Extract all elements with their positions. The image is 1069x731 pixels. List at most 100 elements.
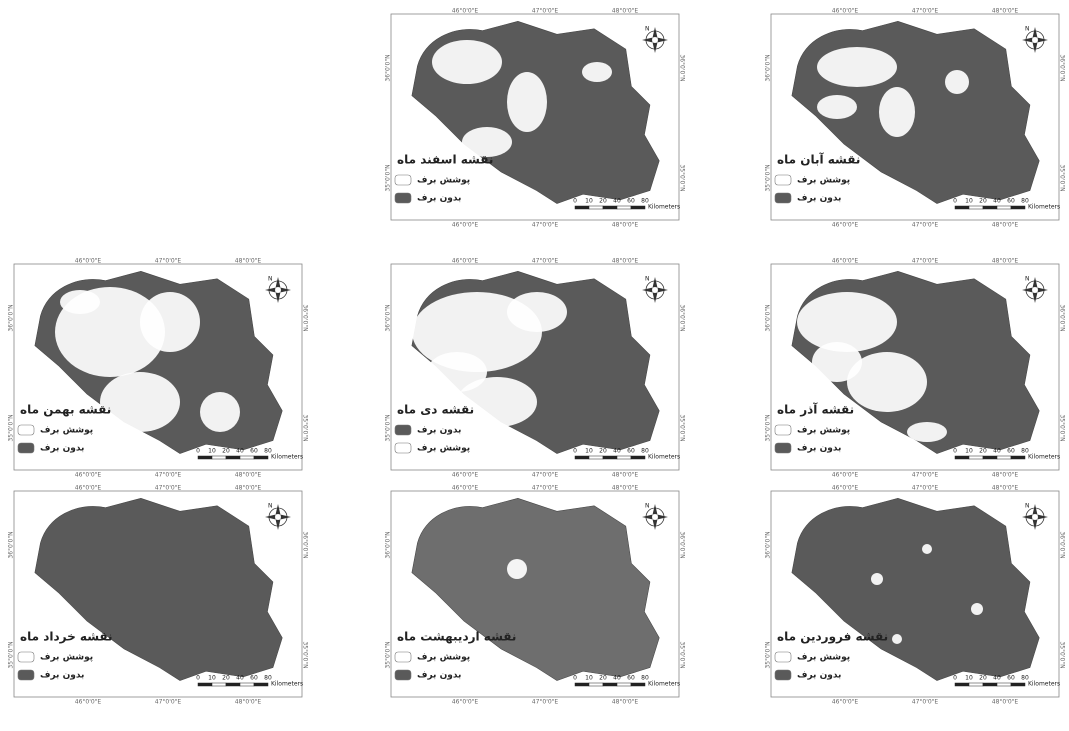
y-coord-label: 35°0'0"N — [385, 414, 392, 441]
x-coord-label: 46°0'0"E — [452, 222, 479, 229]
scale-tick-label: 60 — [1007, 198, 1015, 205]
scale-tick-label: 20 — [222, 448, 230, 455]
scale-tick-label: 80 — [641, 448, 649, 455]
x-coord-label: 48°0'0"E — [612, 258, 639, 265]
north-label: N — [268, 276, 273, 283]
map-title: نقشه بهمن ماه — [20, 403, 111, 417]
scale-tick-label: 80 — [264, 675, 272, 682]
north-star — [1022, 27, 1048, 53]
north-arrow: N — [265, 276, 291, 303]
y-coord-label: 35°0'0"N — [679, 414, 686, 441]
scale-segment — [588, 455, 604, 460]
y-coord-label: 36°0'0"N — [765, 54, 772, 81]
x-coord-label: 47°0'0"E — [912, 258, 939, 265]
map-title: نقشه اسفند ماه — [397, 153, 493, 167]
y-coord-label: 35°0'0"N — [302, 414, 309, 441]
scale-tick-label: 0 — [573, 448, 577, 455]
north-label: N — [1025, 276, 1030, 283]
x-coord-label: 46°0'0"E — [75, 258, 102, 265]
scale-segment — [588, 205, 604, 210]
scale-segment — [616, 205, 632, 210]
x-coord-label: 46°0'0"E — [75, 699, 102, 706]
legend-swatch — [17, 424, 35, 436]
scale-tick-label: 10 — [585, 675, 593, 682]
map-title: نقشه آذر ماه — [777, 402, 854, 417]
legend-swatch — [17, 651, 35, 663]
scale-tick-label: 10 — [965, 448, 973, 455]
north-arrow: N — [642, 503, 668, 530]
y-coord-label: 36°0'0"N — [679, 54, 686, 81]
snow-patch — [907, 422, 947, 442]
y-coord-label: 35°0'0"N — [1059, 641, 1066, 668]
north-star — [642, 27, 668, 53]
scale-segment — [574, 205, 590, 210]
scale-tick-label: 0 — [196, 448, 200, 455]
scale-tick-label: 20 — [222, 675, 230, 682]
province-shape — [34, 498, 283, 681]
legend-swatch — [774, 424, 792, 436]
scale-tick-label: 20 — [979, 448, 987, 455]
snow-patch — [507, 559, 527, 579]
scale-tick-label: 20 — [599, 675, 607, 682]
x-coord-label: 47°0'0"E — [532, 222, 559, 229]
map-title: نقشه دی ماه — [397, 403, 474, 417]
scale-segment — [574, 455, 590, 460]
scale-tick-label: 60 — [250, 675, 258, 682]
x-coord-label: 48°0'0"E — [992, 222, 1019, 229]
scale-tick-label: 40 — [613, 675, 621, 682]
x-coord-label: 47°0'0"E — [532, 8, 559, 15]
scale-unit: Kilometers — [648, 681, 680, 688]
y-coord-label: 36°0'0"N — [765, 531, 772, 558]
scale-tick-label: 60 — [1007, 448, 1015, 455]
y-coord-label: 35°0'0"N — [1059, 164, 1066, 191]
scale-tick-label: 40 — [993, 448, 1001, 455]
legend-label: پوشش برف — [797, 176, 850, 186]
snow-patch — [200, 392, 240, 432]
map-panel: 46°0'0"E 46°0'0"E 47°0'0"E 47°0'0"E 48°0'0"E… — [8, 258, 309, 479]
scale-segment — [197, 455, 213, 460]
scale-segment — [239, 682, 255, 687]
x-coord-label: 46°0'0"E — [452, 699, 479, 706]
y-coord-label: 35°0'0"N — [8, 414, 15, 441]
north-label: N — [645, 26, 650, 33]
map-title: نقشه فروردین ماه — [777, 630, 888, 645]
x-coord-label: 48°0'0"E — [992, 485, 1019, 492]
scale-tick-label: 60 — [250, 448, 258, 455]
scale-tick-label: 0 — [196, 675, 200, 682]
x-coord-label: 46°0'0"E — [832, 222, 859, 229]
x-coord-label: 48°0'0"E — [235, 258, 262, 265]
y-coord-label: 35°0'0"N — [765, 641, 772, 668]
y-coord-label: 35°0'0"N — [679, 641, 686, 668]
legend-label: پوشش برف — [797, 653, 850, 663]
y-coord-label: 36°0'0"N — [385, 531, 392, 558]
scale-tick-label: 40 — [993, 675, 1001, 682]
snow-patch — [817, 95, 857, 119]
scale-tick-label: 0 — [573, 675, 577, 682]
province-shape — [411, 498, 660, 681]
scale-segment — [253, 682, 269, 687]
north-star — [1022, 277, 1048, 303]
y-coord-label: 36°0'0"N — [1059, 54, 1066, 81]
legend-label: بدون برف — [797, 194, 841, 204]
legend-label: بدون برف — [797, 444, 841, 454]
legend-label: بدون برف — [40, 671, 84, 681]
scale-segment — [197, 682, 213, 687]
north-arrow: N — [1022, 503, 1048, 530]
scale-segment — [968, 205, 984, 210]
legend-swatch — [774, 192, 792, 204]
scale-tick-label: 10 — [965, 675, 973, 682]
x-coord-label: 48°0'0"E — [612, 699, 639, 706]
map-panel: 46°0'0"E 46°0'0"E 47°0'0"E 47°0'0"E 48°0'0"E… — [8, 485, 309, 706]
snow-patch — [432, 40, 502, 84]
scale-tick-label: 20 — [599, 448, 607, 455]
y-coord-label: 36°0'0"N — [1059, 531, 1066, 558]
legend-swatch — [774, 669, 792, 681]
legend-label: بدون برف — [417, 426, 461, 436]
scale-tick-label: 40 — [236, 448, 244, 455]
scale-segment — [574, 682, 590, 687]
scale-tick-label: 80 — [1021, 448, 1029, 455]
map-panel: 46°0'0"E 46°0'0"E 47°0'0"E 47°0'0"E 48°0'0"E… — [765, 8, 1066, 229]
scale-segment — [602, 205, 618, 210]
north-label: N — [645, 276, 650, 283]
